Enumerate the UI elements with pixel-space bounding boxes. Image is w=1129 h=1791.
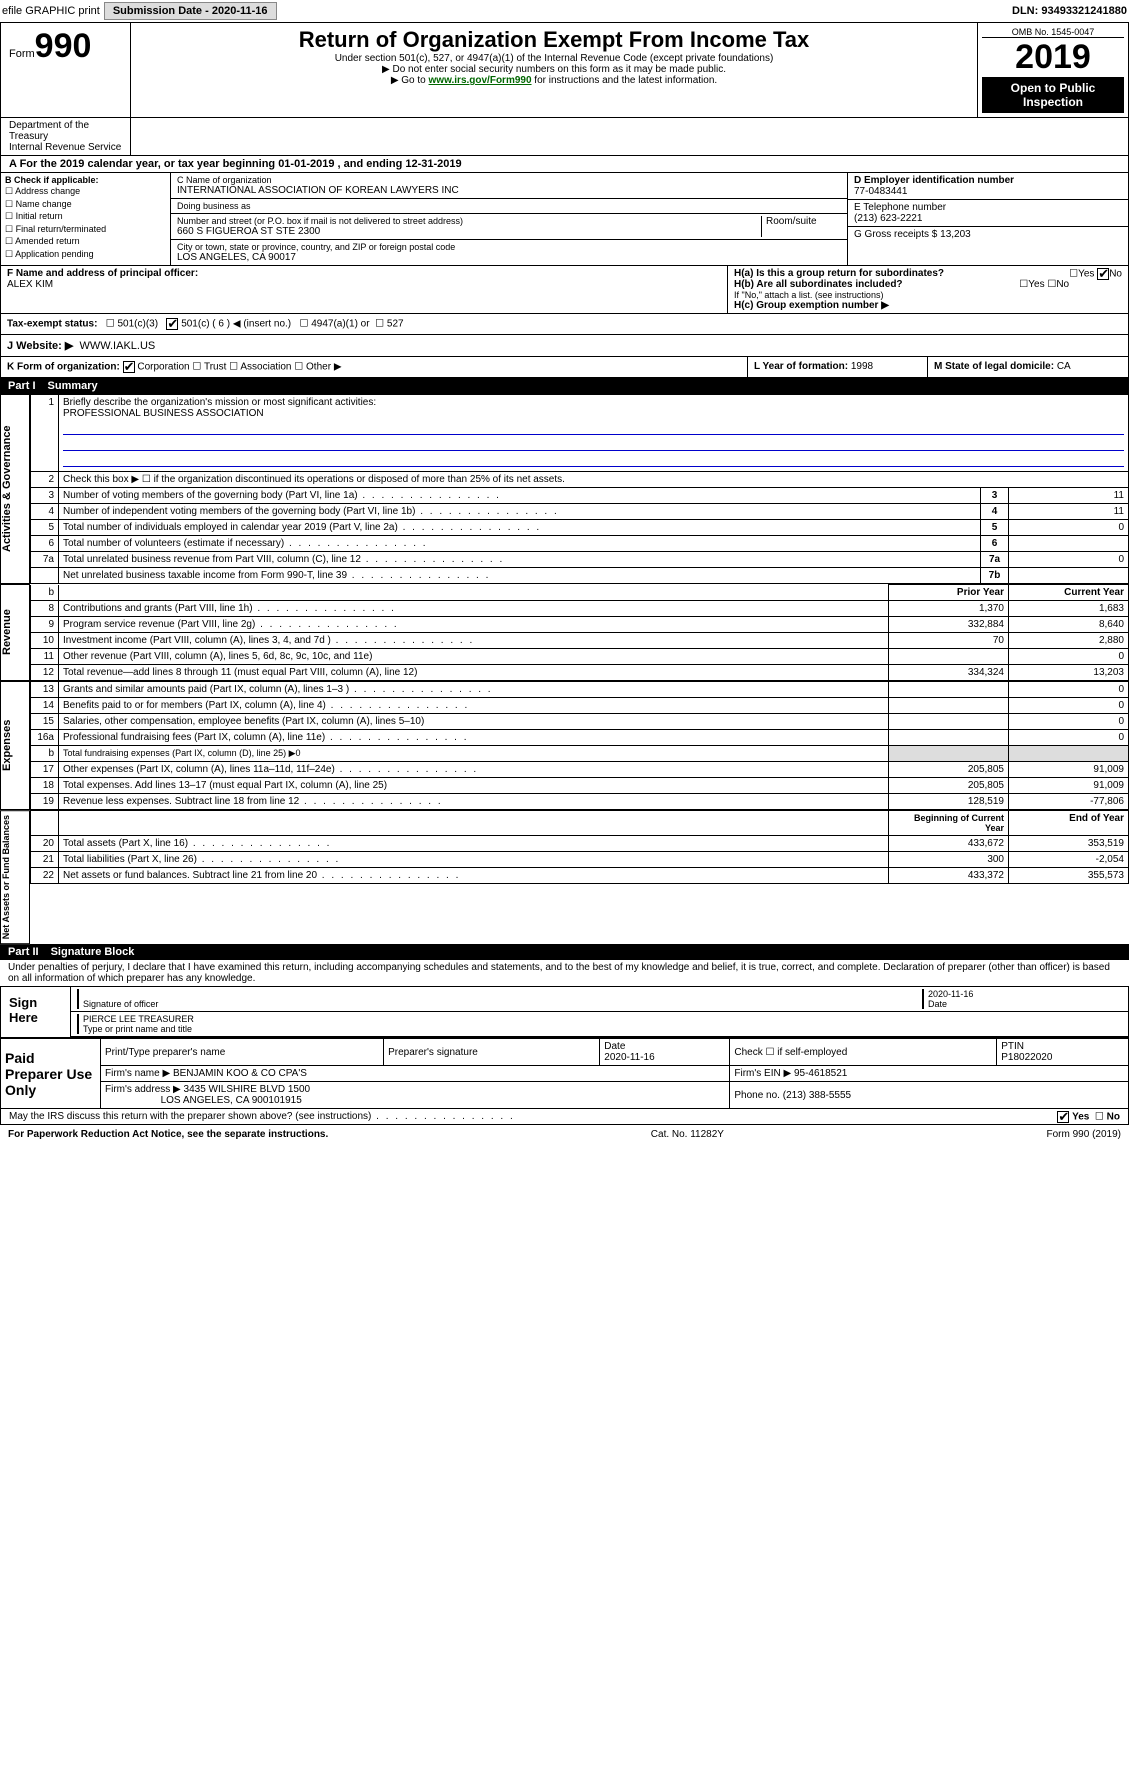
- chk-initial[interactable]: ☐ Initial return: [5, 210, 166, 223]
- discuss-yes-chk[interactable]: [1057, 1111, 1069, 1123]
- org-address: 660 S FIGUEROA ST STE 2300: [177, 226, 761, 237]
- form-header: Form990 Return of Organization Exempt Fr…: [0, 22, 1129, 118]
- 501c-chk[interactable]: [166, 318, 178, 330]
- page-title: Return of Organization Exempt From Incom…: [135, 27, 973, 53]
- group-no-chk[interactable]: [1097, 268, 1109, 280]
- sign-block: Sign Here Signature of officer2020-11-16…: [0, 986, 1129, 1038]
- chk-amended[interactable]: ☐ Amended return: [5, 235, 166, 248]
- irs-link[interactable]: www.irs.gov/Form990: [429, 75, 532, 86]
- v7b: [1009, 568, 1129, 584]
- summary-wrap: Activities & Governance 1Briefly describ…: [0, 394, 1129, 584]
- header-title: Return of Organization Exempt From Incom…: [131, 23, 978, 117]
- section-a: A For the 2019 calendar year, or tax yea…: [0, 156, 1129, 173]
- dln: DLN: 93493321241880: [1012, 5, 1127, 17]
- ein: 77-0483441: [854, 186, 1122, 197]
- summary-table-1: 1Briefly describe the organization's mis…: [30, 394, 1129, 584]
- telephone: (213) 623-2221: [854, 213, 1122, 224]
- part2-header: Part IISignature Block: [0, 944, 1129, 960]
- v3: 11: [1009, 488, 1129, 504]
- row-k: K Form of organization: Corporation ☐ Tr…: [0, 357, 1129, 378]
- org-name: INTERNATIONAL ASSOCIATION OF KOREAN LAWY…: [177, 185, 841, 196]
- v4: 11: [1009, 504, 1129, 520]
- section-bc: B Check if applicable: ☐ Address change …: [0, 173, 1129, 266]
- expenses-table: 13Grants and similar amounts paid (Part …: [30, 681, 1129, 810]
- footer: For Paperwork Reduction Act Notice, see …: [0, 1125, 1129, 1144]
- col-d: D Employer identification number77-04834…: [848, 173, 1128, 265]
- corp-chk[interactable]: [123, 361, 135, 373]
- chk-pending[interactable]: ☐ Application pending: [5, 248, 166, 261]
- v6: [1009, 536, 1129, 552]
- side-netassets: Net Assets or Fund Balances: [0, 810, 30, 944]
- chk-final[interactable]: ☐ Final return/terminated: [5, 223, 166, 236]
- v5: 0: [1009, 520, 1129, 536]
- mission: PROFESSIONAL BUSINESS ASSOCIATION: [63, 408, 264, 419]
- side-expenses: Expenses: [0, 681, 30, 810]
- netassets-table: Beginning of Current YearEnd of Year 20T…: [30, 810, 1129, 884]
- discuss-row: May the IRS discuss this return with the…: [0, 1109, 1129, 1125]
- form-number: Form990: [1, 23, 131, 117]
- org-city: LOS ANGELES, CA 90017: [177, 252, 841, 263]
- top-bar: efile GRAPHIC print Submission Date - 20…: [0, 0, 1129, 22]
- paid-preparer-table: Paid Preparer Use Only Print/Type prepar…: [0, 1038, 1129, 1109]
- row-j: J Website: ▶ WWW.IAKL.US: [0, 335, 1129, 357]
- part1-header: Part ISummary: [0, 378, 1129, 394]
- side-revenue: Revenue: [0, 584, 30, 681]
- officer-name: ALEX KIM: [7, 279, 53, 290]
- gross-receipts: 13,203: [940, 229, 971, 240]
- website: WWW.IAKL.US: [79, 340, 155, 352]
- chk-address[interactable]: ☐ Address change: [5, 185, 166, 198]
- revenue-table: bPrior YearCurrent Year 8Contributions a…: [30, 584, 1129, 681]
- signer-name: PIERCE LEE TREASURER: [83, 1014, 194, 1024]
- chk-name[interactable]: ☐ Name change: [5, 198, 166, 211]
- efile-label: efile GRAPHIC print: [2, 5, 100, 17]
- dept-row: Department of the TreasuryInternal Reven…: [0, 118, 1129, 156]
- firm-name: BENJAMIN KOO & CO CPA'S: [173, 1068, 307, 1079]
- header-year: OMB No. 1545-0047 2019 Open to Public In…: [978, 23, 1128, 117]
- col-b: B Check if applicable: ☐ Address change …: [1, 173, 171, 265]
- declaration: Under penalties of perjury, I declare th…: [0, 960, 1129, 986]
- form-990: 990: [35, 27, 92, 65]
- v7a: 0: [1009, 552, 1129, 568]
- submission-date-btn[interactable]: Submission Date - 2020-11-16: [104, 2, 277, 20]
- col-c: C Name of organizationINTERNATIONAL ASSO…: [171, 173, 848, 265]
- side-activities: Activities & Governance: [0, 394, 30, 584]
- row-fh: F Name and address of principal officer:…: [0, 266, 1129, 314]
- row-tax: Tax-exempt status: ☐ 501(c)(3) 501(c) ( …: [0, 314, 1129, 335]
